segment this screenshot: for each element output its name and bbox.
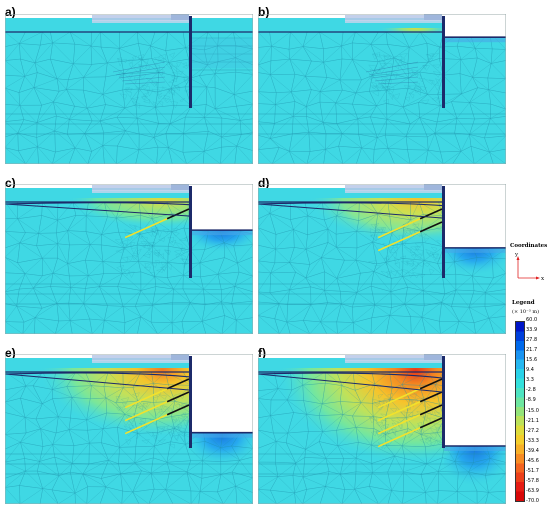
coordinate-axes-icon: y x — [514, 252, 545, 282]
legend-tick-label: -21.1 — [526, 417, 539, 424]
panel-label: e) — [5, 346, 16, 360]
legend-tick-label: 15.6 — [526, 357, 538, 364]
legend-title: Legend — [512, 300, 535, 306]
x-axis-label: x — [541, 276, 545, 282]
panel-label: b) — [258, 5, 270, 19]
legend-tick-label: -70.0 — [526, 498, 539, 504]
coordinates-title: Coordinates — [510, 243, 548, 249]
panel-label: d) — [258, 176, 270, 190]
legend-tick-label: 27.8 — [526, 337, 538, 344]
fe-model-panel — [5, 184, 253, 334]
legend-tick-label: -8.9 — [526, 397, 536, 404]
legend-tick-label: -15.0 — [526, 407, 539, 414]
fe-model-panel — [5, 354, 253, 504]
y-axis-label: y — [514, 252, 519, 258]
legend-tick-label: -39.4 — [526, 447, 539, 454]
legend-unit: (× 10⁻³ m) — [512, 309, 540, 315]
legend-tick-label: -51.7 — [526, 467, 539, 474]
legend-tick-label: 3.3 — [526, 377, 534, 384]
fe-model-panel — [258, 184, 506, 334]
legend-tick-label: 9.4 — [526, 367, 534, 374]
fe-model-panel — [5, 14, 253, 164]
panel-label: f) — [258, 346, 266, 360]
legend-tick-label: -57.8 — [526, 477, 539, 484]
fe-model-panel — [258, 14, 506, 164]
legend-tick-label: 21.7 — [526, 347, 538, 354]
legend-tick-label: -63.9 — [526, 487, 539, 494]
legend-tick-label: 33.9 — [526, 327, 538, 334]
fe-model-panel — [258, 354, 506, 504]
legend-tick-label: 60.0 — [526, 317, 538, 323]
panel-label: c) — [5, 176, 16, 190]
legend-tick-label: -45.6 — [526, 457, 539, 464]
legend-tick-label: -27.2 — [526, 427, 539, 434]
panel-label: a) — [5, 5, 16, 19]
legend-colorbar — [515, 321, 525, 502]
legend-tick-label: -2.8 — [526, 387, 536, 394]
legend-tick-label: -33.3 — [526, 437, 539, 444]
